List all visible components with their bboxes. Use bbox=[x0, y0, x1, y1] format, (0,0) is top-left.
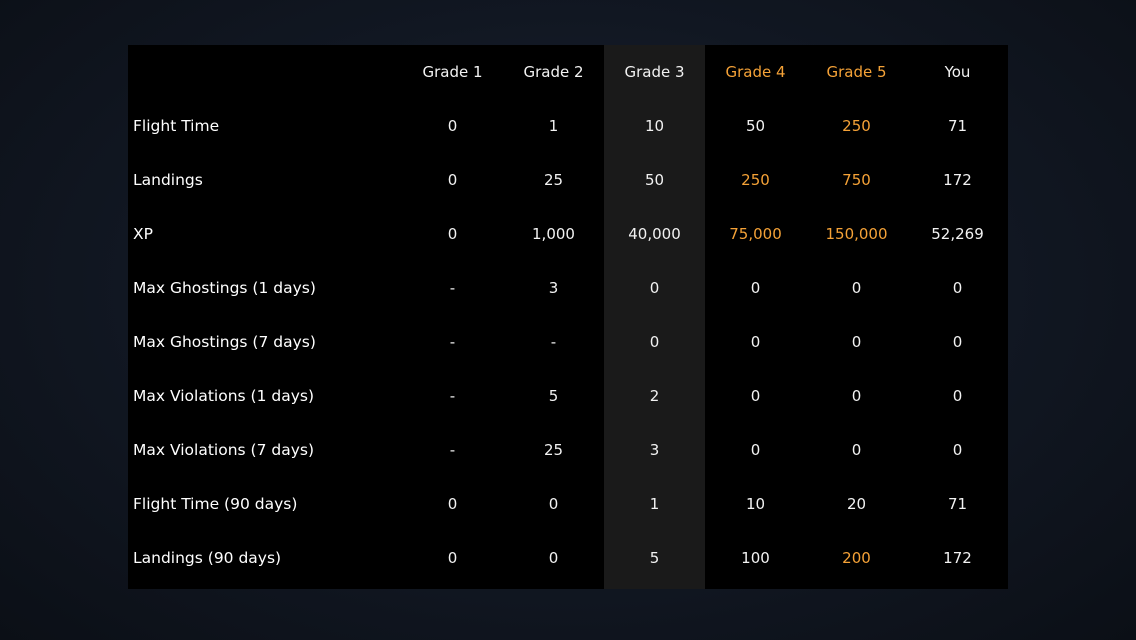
table-cell: 0 bbox=[750, 279, 761, 297]
table-cell: 20 bbox=[846, 495, 867, 513]
table-row: Flight Time (90 days) 0 0 1 10 20 71 bbox=[128, 477, 1008, 531]
row-label: Flight Time (90 days) bbox=[133, 495, 298, 513]
table-cell: 0 bbox=[851, 279, 862, 297]
table-cell: 0 bbox=[750, 441, 761, 459]
table-cell: - bbox=[449, 441, 456, 459]
grade-requirements-panel: Grade 1 Grade 2 Grade 3 Grade 4 Grade 5 … bbox=[128, 45, 1008, 589]
table-cell: 0 bbox=[649, 279, 660, 297]
row-label: Landings (90 days) bbox=[133, 549, 282, 567]
table-cell: 1 bbox=[548, 117, 559, 135]
table-cell: 150,000 bbox=[825, 225, 888, 243]
table-row: Max Violations (7 days) - 25 3 0 0 0 bbox=[128, 423, 1008, 477]
table-cell: 172 bbox=[943, 171, 972, 189]
table-cell: 250 bbox=[741, 171, 770, 189]
header-empty-cell bbox=[128, 45, 402, 99]
table-cell: 0 bbox=[548, 495, 559, 513]
table-cell: 50 bbox=[644, 171, 665, 189]
table-cell: 0 bbox=[851, 441, 862, 459]
table-cell: 200 bbox=[842, 549, 871, 567]
table-cell: 2 bbox=[649, 387, 660, 405]
table-cell: 0 bbox=[447, 549, 458, 567]
table-row: Max Ghostings (1 days) - 3 0 0 0 0 bbox=[128, 261, 1008, 315]
table-row: Max Ghostings (7 days) - - 0 0 0 0 bbox=[128, 315, 1008, 369]
table-cell: 0 bbox=[447, 117, 458, 135]
table-row: Flight Time 0 1 10 50 250 71 bbox=[128, 99, 1008, 153]
table-cell: 75,000 bbox=[729, 225, 782, 243]
table-row: Landings 0 25 50 250 750 172 bbox=[128, 153, 1008, 207]
row-label: Max Ghostings (1 days) bbox=[133, 279, 316, 297]
column-header-grade-4: Grade 4 bbox=[725, 63, 786, 81]
table-cell: - bbox=[449, 387, 456, 405]
table-row: XP 0 1,000 40,000 75,000 150,000 52,269 bbox=[128, 207, 1008, 261]
row-label: Landings bbox=[133, 171, 203, 189]
row-label: Max Violations (7 days) bbox=[133, 441, 314, 459]
header-row: Grade 1 Grade 2 Grade 3 Grade 4 Grade 5 … bbox=[128, 45, 1008, 99]
table-cell: 100 bbox=[741, 549, 770, 567]
table-cell: 25 bbox=[543, 171, 564, 189]
table-cell: 0 bbox=[649, 333, 660, 351]
table-cell: 172 bbox=[943, 549, 972, 567]
row-label: Max Violations (1 days) bbox=[133, 387, 314, 405]
table-cell: 10 bbox=[745, 495, 766, 513]
column-header-grade-1: Grade 1 bbox=[422, 63, 483, 81]
table-cell: 0 bbox=[447, 495, 458, 513]
table-cell: 71 bbox=[947, 117, 968, 135]
table-cell: 0 bbox=[750, 387, 761, 405]
table-cell: 0 bbox=[851, 333, 862, 351]
table-cell: 40,000 bbox=[628, 225, 681, 243]
table-cell: 3 bbox=[548, 279, 559, 297]
table-cell: 0 bbox=[548, 549, 559, 567]
table-cell: 5 bbox=[649, 549, 660, 567]
row-label: XP bbox=[133, 225, 153, 243]
row-label: Flight Time bbox=[133, 117, 220, 135]
current-grade-column-highlight bbox=[604, 45, 705, 589]
table-cell: 0 bbox=[952, 333, 963, 351]
table-row: Landings (90 days) 0 0 5 100 200 172 bbox=[128, 531, 1008, 585]
table-cell: 0 bbox=[952, 441, 963, 459]
table-cell: 0 bbox=[750, 333, 761, 351]
table-cell: - bbox=[550, 333, 557, 351]
table-cell: 1,000 bbox=[532, 225, 575, 243]
table-cell: 71 bbox=[947, 495, 968, 513]
table-cell: 52,269 bbox=[931, 225, 984, 243]
column-header-grade-3: Grade 3 bbox=[624, 63, 685, 81]
column-header-grade-5: Grade 5 bbox=[826, 63, 887, 81]
column-header-grade-2: Grade 2 bbox=[523, 63, 584, 81]
table-cell: 50 bbox=[745, 117, 766, 135]
table-row: Max Violations (1 days) - 5 2 0 0 0 bbox=[128, 369, 1008, 423]
table-cell: 0 bbox=[952, 279, 963, 297]
column-header-you: You bbox=[944, 63, 971, 81]
table-cell: 750 bbox=[842, 171, 871, 189]
table-cell: 0 bbox=[851, 387, 862, 405]
table-cell: 25 bbox=[543, 441, 564, 459]
table-cell: 1 bbox=[649, 495, 660, 513]
table-cell: 250 bbox=[842, 117, 871, 135]
grade-requirements-table: Grade 1 Grade 2 Grade 3 Grade 4 Grade 5 … bbox=[128, 45, 1008, 585]
table-cell: 0 bbox=[447, 225, 458, 243]
row-label: Max Ghostings (7 days) bbox=[133, 333, 316, 351]
table-cell: - bbox=[449, 333, 456, 351]
table-cell: 0 bbox=[447, 171, 458, 189]
table-cell: 10 bbox=[644, 117, 665, 135]
table-cell: 0 bbox=[952, 387, 963, 405]
table-cell: 5 bbox=[548, 387, 559, 405]
table-cell: 3 bbox=[649, 441, 660, 459]
table-cell: - bbox=[449, 279, 456, 297]
